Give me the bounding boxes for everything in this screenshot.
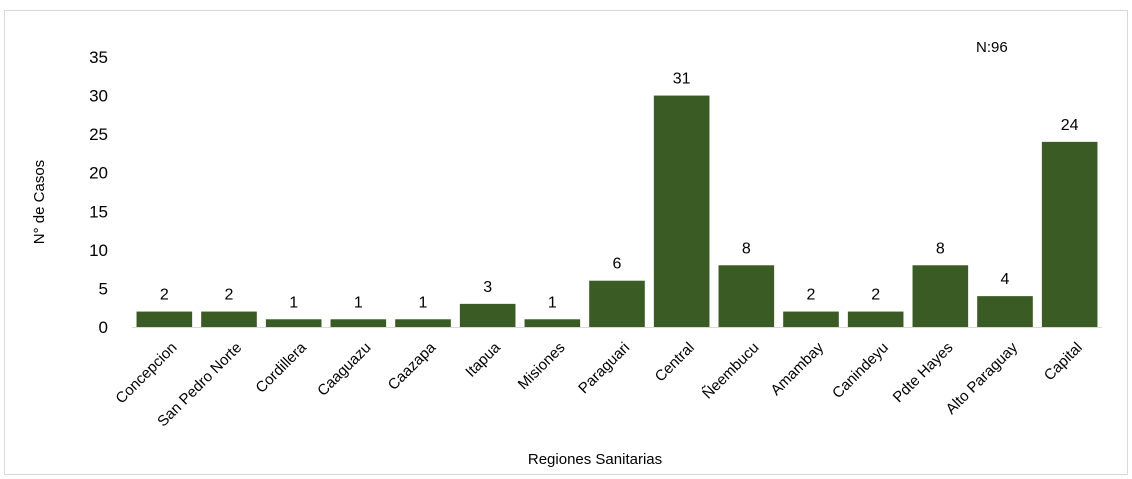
x-tick-label-11: Canindeyu: [829, 339, 892, 402]
data-label-2: 1: [289, 294, 298, 311]
y-axis-ticks: 0 5 10 15 20 25 30 35: [89, 48, 108, 337]
data-label-1: 2: [225, 287, 234, 304]
data-label-11: 2: [871, 287, 880, 304]
bars: [136, 95, 1098, 327]
chart-frame: [4, 10, 1128, 475]
x-tick-label-10: Amambay: [767, 339, 827, 399]
bar-6: [524, 319, 581, 327]
x-tick-label-6: Misiones: [515, 339, 569, 393]
x-tick-label-14: Capital: [1041, 339, 1086, 384]
y-tick-label-20: 20: [89, 164, 108, 183]
y-tick-label-10: 10: [89, 241, 108, 260]
bar-12: [912, 265, 969, 327]
data-label-5: 3: [483, 279, 492, 296]
data-label-8: 31: [673, 71, 691, 88]
bar-10: [783, 311, 839, 327]
y-tick-label-35: 35: [89, 48, 108, 67]
bar-1: [201, 311, 257, 327]
bar-11: [847, 311, 904, 327]
bar-9: [718, 265, 775, 327]
y-tick-label-15: 15: [89, 202, 108, 221]
y-tick-label-0: 0: [99, 318, 108, 337]
data-label-13: 4: [1001, 271, 1010, 288]
data-label-7: 6: [613, 256, 622, 273]
data-label-14: 24: [1061, 117, 1079, 134]
y-tick-label-25: 25: [89, 125, 108, 144]
data-label-9: 8: [742, 240, 751, 257]
bar-4: [395, 319, 451, 327]
data-label-12: 8: [936, 240, 945, 257]
x-tick-label-2: Cordillera: [252, 339, 310, 397]
x-tick-label-12: Pdte Hayes: [890, 339, 957, 406]
data-label-3: 1: [354, 294, 363, 311]
data-label-4: 1: [419, 294, 428, 311]
x-tick-label-8: Central: [652, 339, 698, 385]
data-label-10: 2: [807, 287, 816, 304]
x-tick-label-9: Ñeembucu: [699, 339, 762, 402]
data-label-0: 2: [160, 287, 169, 304]
y-tick-label-30: 30: [89, 87, 108, 106]
x-tick-label-3: Caaguazu: [314, 339, 374, 399]
x-tick-label-4: Caazapa: [385, 339, 440, 394]
x-tick-label-7: Paraguari: [575, 339, 633, 397]
bar-5: [459, 303, 516, 327]
bar-3: [330, 319, 387, 327]
x-tick-label-5: Itapua: [462, 339, 504, 381]
bar-0: [136, 311, 193, 327]
data-label-6: 1: [548, 294, 557, 311]
bar-2: [265, 319, 322, 327]
sample-size-annotation: N:96: [976, 39, 1008, 56]
x-tick-label-0: Concepcion: [112, 339, 180, 407]
y-axis-title: N° de Casos: [31, 160, 48, 244]
x-axis-title: Regiones Sanitarias: [528, 451, 662, 468]
y-tick-label-5: 5: [99, 279, 108, 298]
bar-8: [653, 95, 710, 327]
bar-14: [1041, 141, 1098, 327]
bar-13: [977, 296, 1033, 327]
bar-7: [589, 280, 645, 327]
